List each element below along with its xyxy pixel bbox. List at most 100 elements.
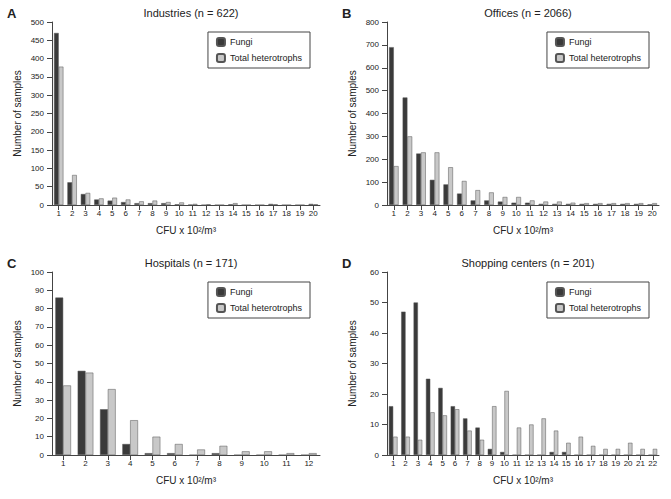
svg-text:300: 300: [366, 132, 380, 141]
svg-text:10: 10: [175, 209, 184, 218]
svg-text:20: 20: [370, 390, 379, 399]
svg-text:100: 100: [31, 268, 45, 277]
svg-text:4: 4: [432, 209, 437, 218]
svg-text:500: 500: [366, 86, 380, 95]
svg-text:10: 10: [500, 459, 509, 468]
svg-text:100: 100: [366, 178, 380, 187]
svg-text:8: 8: [478, 459, 483, 468]
svg-text:Fungi: Fungi: [569, 37, 592, 47]
svg-text:Total heterotrophs: Total heterotrophs: [230, 53, 303, 63]
svg-text:Fungi: Fungi: [230, 287, 253, 297]
svg-text:200: 200: [366, 155, 380, 164]
svg-text:CFU x 10²/m³: CFU x 10²/m³: [156, 225, 217, 236]
svg-text:8: 8: [487, 209, 492, 218]
svg-text:17: 17: [607, 209, 616, 218]
svg-text:19: 19: [295, 209, 304, 218]
svg-text:5: 5: [110, 209, 115, 218]
svg-text:3: 3: [106, 459, 111, 468]
svg-text:20: 20: [624, 459, 633, 468]
svg-text:13: 13: [553, 209, 562, 218]
svg-text:Offices (n = 2066): Offices (n = 2066): [484, 7, 572, 19]
svg-text:9: 9: [500, 209, 505, 218]
svg-text:11: 11: [282, 459, 291, 468]
svg-text:4: 4: [97, 209, 102, 218]
svg-text:5: 5: [150, 459, 155, 468]
svg-text:Number of samples: Number of samples: [347, 70, 358, 157]
svg-text:Number of samples: Number of samples: [12, 320, 23, 407]
svg-text:1: 1: [61, 459, 66, 468]
svg-text:19: 19: [634, 209, 643, 218]
svg-text:13: 13: [215, 209, 224, 218]
svg-text:450: 450: [31, 36, 45, 45]
svg-text:8: 8: [217, 459, 222, 468]
svg-text:150: 150: [31, 146, 45, 155]
svg-text:7: 7: [195, 459, 200, 468]
svg-text:CFU x 10²/m³: CFU x 10²/m³: [493, 475, 554, 486]
svg-text:Total heterotrophs: Total heterotrophs: [569, 53, 642, 63]
svg-text:3: 3: [419, 209, 424, 218]
svg-text:13: 13: [537, 459, 546, 468]
svg-text:600: 600: [366, 63, 380, 72]
svg-text:12: 12: [539, 209, 548, 218]
svg-text:16: 16: [255, 209, 264, 218]
svg-text:0: 0: [375, 201, 380, 210]
svg-text:250: 250: [31, 109, 45, 118]
svg-text:Number of samples: Number of samples: [12, 70, 23, 157]
svg-text:4: 4: [428, 459, 433, 468]
svg-text:50: 50: [35, 359, 44, 368]
svg-text:Number of samples: Number of samples: [347, 320, 358, 407]
svg-text:Hospitals (n = 171): Hospitals (n = 171): [145, 257, 238, 269]
svg-text:18: 18: [621, 209, 630, 218]
svg-text:16: 16: [574, 459, 583, 468]
svg-text:500: 500: [31, 18, 45, 27]
svg-text:2: 2: [403, 459, 408, 468]
svg-text:70: 70: [35, 322, 44, 331]
svg-text:10: 10: [370, 420, 379, 429]
svg-text:30: 30: [35, 396, 44, 405]
svg-text:7: 7: [473, 209, 478, 218]
svg-text:0: 0: [40, 451, 45, 460]
svg-text:90: 90: [35, 286, 44, 295]
svg-text:Industries (n = 622): Industries (n = 622): [143, 7, 238, 19]
svg-text:Shopping centers (n = 201): Shopping centers (n = 201): [461, 257, 594, 269]
svg-text:7: 7: [465, 459, 470, 468]
svg-text:350: 350: [31, 72, 45, 81]
svg-text:50: 50: [370, 298, 379, 307]
svg-text:40: 40: [370, 329, 379, 338]
svg-text:21: 21: [636, 459, 645, 468]
svg-text:B: B: [342, 6, 351, 21]
svg-text:40: 40: [35, 377, 44, 386]
svg-text:6: 6: [123, 209, 128, 218]
svg-text:1: 1: [56, 209, 61, 218]
svg-text:18: 18: [599, 459, 608, 468]
svg-text:3: 3: [83, 209, 88, 218]
svg-text:14: 14: [566, 209, 575, 218]
svg-text:15: 15: [562, 459, 571, 468]
svg-text:6: 6: [460, 209, 465, 218]
svg-text:50: 50: [35, 182, 44, 191]
svg-text:Fungi: Fungi: [569, 287, 592, 297]
svg-text:700: 700: [366, 40, 380, 49]
svg-text:20: 20: [648, 209, 657, 218]
svg-text:22: 22: [648, 459, 657, 468]
svg-text:14: 14: [228, 209, 237, 218]
svg-text:400: 400: [366, 109, 380, 118]
svg-text:10: 10: [35, 432, 44, 441]
svg-text:2: 2: [83, 459, 88, 468]
svg-text:16: 16: [593, 209, 602, 218]
svg-text:Total heterotrophs: Total heterotrophs: [569, 303, 642, 313]
svg-text:17: 17: [587, 459, 596, 468]
svg-text:D: D: [342, 256, 351, 271]
svg-text:1: 1: [391, 459, 396, 468]
svg-text:9: 9: [240, 459, 245, 468]
svg-text:6: 6: [453, 459, 458, 468]
svg-text:17: 17: [269, 209, 278, 218]
svg-text:5: 5: [446, 209, 451, 218]
svg-text:18: 18: [282, 209, 291, 218]
svg-text:12: 12: [304, 459, 313, 468]
svg-text:9: 9: [490, 459, 495, 468]
svg-text:60: 60: [35, 341, 44, 350]
svg-text:20: 20: [309, 209, 318, 218]
svg-text:60: 60: [370, 268, 379, 277]
svg-text:80: 80: [35, 304, 44, 313]
